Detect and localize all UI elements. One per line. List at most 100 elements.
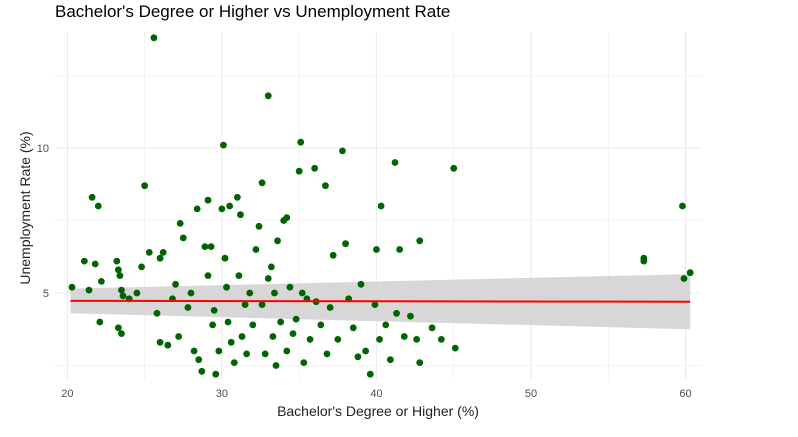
- data-point: [175, 333, 183, 340]
- data-point: [230, 359, 238, 366]
- data-point: [329, 251, 337, 259]
- data-point: [334, 336, 342, 343]
- data-point: [207, 243, 215, 251]
- data-point: [393, 309, 400, 317]
- data-point: [450, 164, 458, 172]
- data-point: [261, 350, 269, 358]
- data-point: [416, 237, 424, 245]
- data-point: [159, 249, 167, 256]
- trend-line: [70, 299, 691, 303]
- data-point: [323, 350, 331, 358]
- data-point: [271, 289, 278, 297]
- data-point: [264, 275, 272, 282]
- data-point: [407, 312, 414, 320]
- data-point: [686, 269, 694, 277]
- data-point: [377, 202, 385, 210]
- data-point: [198, 367, 206, 375]
- data-point: [218, 205, 226, 213]
- data-point: [289, 330, 297, 337]
- data-point: [246, 289, 254, 297]
- data-point: [210, 307, 218, 314]
- x-tick-label: 50: [525, 388, 537, 400]
- data-point: [237, 211, 244, 219]
- data-point: [190, 347, 198, 355]
- data-point: [141, 182, 149, 190]
- data-point: [451, 344, 459, 352]
- data-points: [68, 34, 694, 378]
- tick-labels: 20 30 40 50 60 5 10: [37, 143, 692, 400]
- data-point: [224, 318, 232, 326]
- data-point: [317, 321, 325, 329]
- data-point: [680, 275, 688, 282]
- data-point: [187, 289, 195, 297]
- data-point: [640, 257, 648, 265]
- data-point: [227, 338, 235, 346]
- data-point: [113, 257, 121, 265]
- data-point: [416, 359, 424, 366]
- data-point: [204, 272, 212, 279]
- x-axis-title: Bachelor's Degree or Higher (%): [277, 403, 479, 419]
- x-tick-label: 40: [370, 388, 382, 400]
- data-point: [679, 202, 686, 210]
- data-point: [88, 193, 96, 201]
- data-point: [249, 321, 257, 329]
- data-point: [118, 330, 125, 337]
- data-point: [204, 196, 212, 204]
- data-point: [391, 159, 399, 166]
- data-point: [428, 324, 436, 332]
- data-point: [283, 347, 291, 355]
- data-point: [366, 370, 374, 378]
- data-point: [172, 280, 179, 288]
- data-point: [311, 164, 319, 172]
- y-tick-label: 5: [43, 288, 49, 300]
- data-point: [297, 138, 305, 146]
- data-point: [269, 333, 277, 340]
- data-point: [209, 321, 217, 329]
- data-point: [292, 315, 300, 323]
- data-point: [164, 341, 172, 349]
- data-point: [193, 205, 201, 213]
- data-point: [241, 301, 249, 308]
- data-point: [326, 304, 334, 311]
- data-point: [382, 321, 390, 329]
- data-point: [220, 141, 227, 149]
- trend-line-layer: [70, 299, 691, 303]
- data-point: [277, 318, 285, 326]
- y-axis-title: Unemployment Rate (%): [17, 131, 33, 284]
- data-point: [68, 283, 76, 291]
- data-point: [322, 182, 329, 190]
- data-point: [386, 356, 394, 364]
- data-point: [80, 257, 88, 265]
- data-point: [235, 272, 243, 279]
- data-point: [437, 336, 445, 343]
- data-point: [286, 283, 294, 291]
- data-point: [243, 350, 251, 358]
- y-tick-label: 10: [37, 143, 49, 155]
- data-point: [373, 246, 380, 253]
- data-point: [201, 243, 209, 251]
- data-point: [150, 34, 158, 42]
- data-point: [195, 356, 203, 364]
- data-point: [116, 272, 124, 279]
- data-point: [267, 263, 275, 271]
- data-point: [226, 202, 234, 210]
- data-point: [212, 370, 220, 378]
- data-point: [114, 324, 122, 332]
- data-point: [153, 309, 161, 317]
- x-tick-label: 30: [216, 388, 228, 400]
- data-point: [221, 254, 229, 262]
- data-point: [138, 263, 145, 271]
- data-point: [156, 338, 164, 346]
- data-point: [145, 249, 153, 256]
- data-point: [258, 179, 266, 187]
- x-tick-label: 20: [61, 388, 73, 400]
- data-point: [223, 283, 230, 291]
- data-point: [357, 280, 365, 288]
- data-point: [339, 147, 346, 155]
- data-point: [215, 347, 223, 355]
- data-point: [283, 214, 291, 222]
- data-point: [252, 246, 260, 253]
- data-point: [118, 286, 125, 294]
- data-point: [306, 336, 314, 343]
